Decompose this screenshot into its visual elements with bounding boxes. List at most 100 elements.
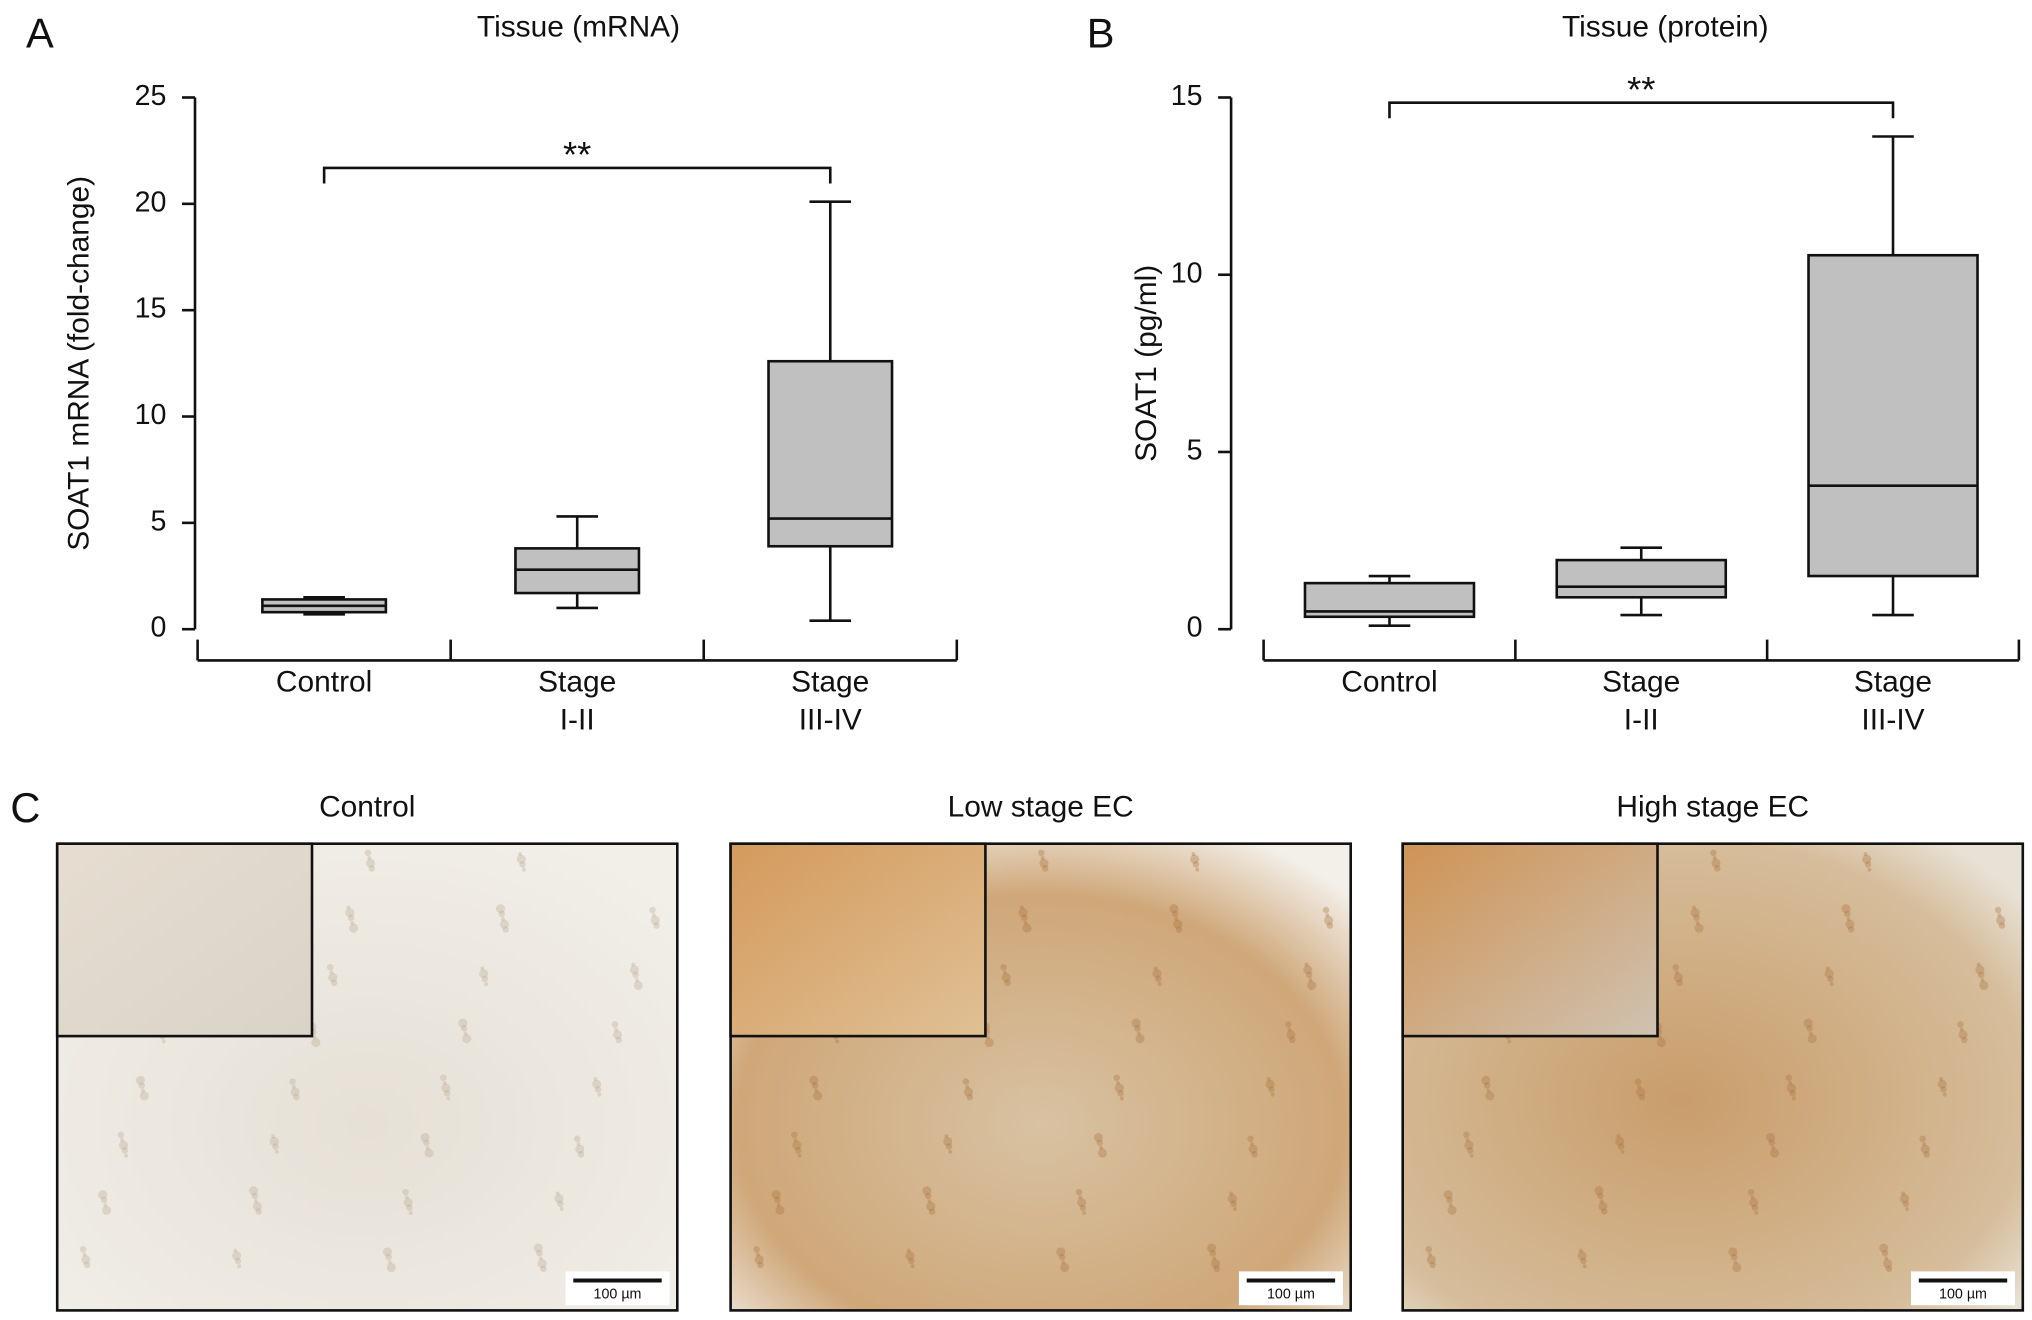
texture (1060, 1262, 1070, 1273)
panel-label: A (26, 9, 54, 56)
texture (1905, 1207, 1910, 1211)
texture (555, 1191, 560, 1196)
texture (442, 1080, 447, 1085)
texture (1942, 1092, 1947, 1097)
texture (1119, 1096, 1124, 1101)
texture (771, 1190, 781, 1200)
texture (1785, 1074, 1793, 1081)
texture (1881, 1249, 1889, 1257)
texture (521, 867, 526, 872)
texture (1075, 1188, 1083, 1196)
texture (1113, 1074, 1120, 1081)
texture (1786, 1083, 1796, 1093)
texture (597, 1092, 602, 1097)
texture (408, 1210, 413, 1215)
texture (1266, 1077, 1271, 1081)
texture (1116, 1080, 1120, 1085)
texture (1305, 971, 1313, 979)
texture (1620, 1149, 1625, 1154)
texture (1207, 1243, 1217, 1253)
texture (1004, 979, 1011, 987)
texture (1447, 1205, 1457, 1215)
texture (775, 1205, 785, 1215)
texture (1768, 1139, 1776, 1146)
texture (926, 1201, 936, 1211)
texture (83, 1261, 91, 1269)
texture (554, 1194, 564, 1204)
texture (349, 923, 359, 933)
texture (1175, 926, 1183, 933)
image-title: Control (319, 790, 415, 823)
texture (350, 921, 355, 925)
texture (1169, 904, 1179, 914)
significance-label: ** (563, 134, 591, 175)
texture (495, 904, 506, 914)
texture (1940, 1086, 1947, 1093)
texture (1732, 1262, 1742, 1273)
texture (1841, 904, 1851, 914)
texture (254, 1199, 259, 1204)
y-tick-label: 0 (150, 612, 166, 644)
texture (1693, 914, 1700, 922)
box (1555, 558, 1728, 599)
texture (944, 1134, 949, 1139)
texture (1808, 1031, 1813, 1036)
texture (754, 1255, 764, 1265)
texture (252, 1201, 262, 1211)
texture (1695, 921, 1700, 925)
texture (441, 1083, 451, 1093)
texture (559, 1207, 564, 1211)
texture (480, 966, 485, 971)
texture (345, 908, 355, 918)
inset (729, 842, 987, 1038)
texture (1465, 1138, 1470, 1143)
texture (290, 1087, 300, 1097)
texture (516, 854, 526, 864)
texture (1599, 1199, 1604, 1204)
texture (1079, 1204, 1087, 1211)
texture (1467, 1147, 1474, 1154)
significance-label: ** (1627, 69, 1655, 110)
texture (650, 915, 660, 925)
texture (965, 1084, 970, 1089)
texture (118, 1140, 129, 1150)
x-tick-label: Control (275, 664, 373, 699)
texture (1249, 1142, 1254, 1146)
texture (592, 1079, 602, 1089)
texture (1251, 1151, 1258, 1158)
texture (82, 1252, 87, 1257)
texture (1248, 1144, 1258, 1154)
texture (1304, 962, 1309, 967)
texture (291, 1084, 296, 1089)
texture (1827, 975, 1834, 983)
texture (1463, 1131, 1470, 1139)
texture (910, 1264, 915, 1269)
texture (1212, 1256, 1217, 1261)
texture (1308, 978, 1313, 983)
scale-label: 100 µm (594, 1287, 642, 1303)
y-tick-label: 25 (135, 80, 167, 112)
texture (906, 1248, 911, 1253)
texture (1976, 962, 1981, 967)
texture (577, 1151, 585, 1158)
texture (1580, 1257, 1587, 1265)
texture (328, 973, 338, 983)
texture (632, 971, 639, 979)
x-tick-label: Control (1341, 664, 1438, 699)
texture (1766, 1132, 1776, 1143)
texture (575, 1144, 585, 1154)
texture (460, 1025, 468, 1032)
texture (1001, 973, 1011, 983)
texture (1979, 980, 1989, 990)
texture (1210, 1259, 1221, 1269)
texture (1961, 1036, 1968, 1044)
texture (1922, 1142, 1926, 1146)
texture (540, 1265, 547, 1273)
significance-bracket (322, 166, 832, 184)
panel-label: B (1087, 9, 1115, 56)
texture (1093, 1132, 1104, 1143)
texture (612, 1030, 623, 1040)
texture (79, 1246, 87, 1253)
texture (1078, 1195, 1083, 1200)
texture (251, 1192, 259, 1200)
